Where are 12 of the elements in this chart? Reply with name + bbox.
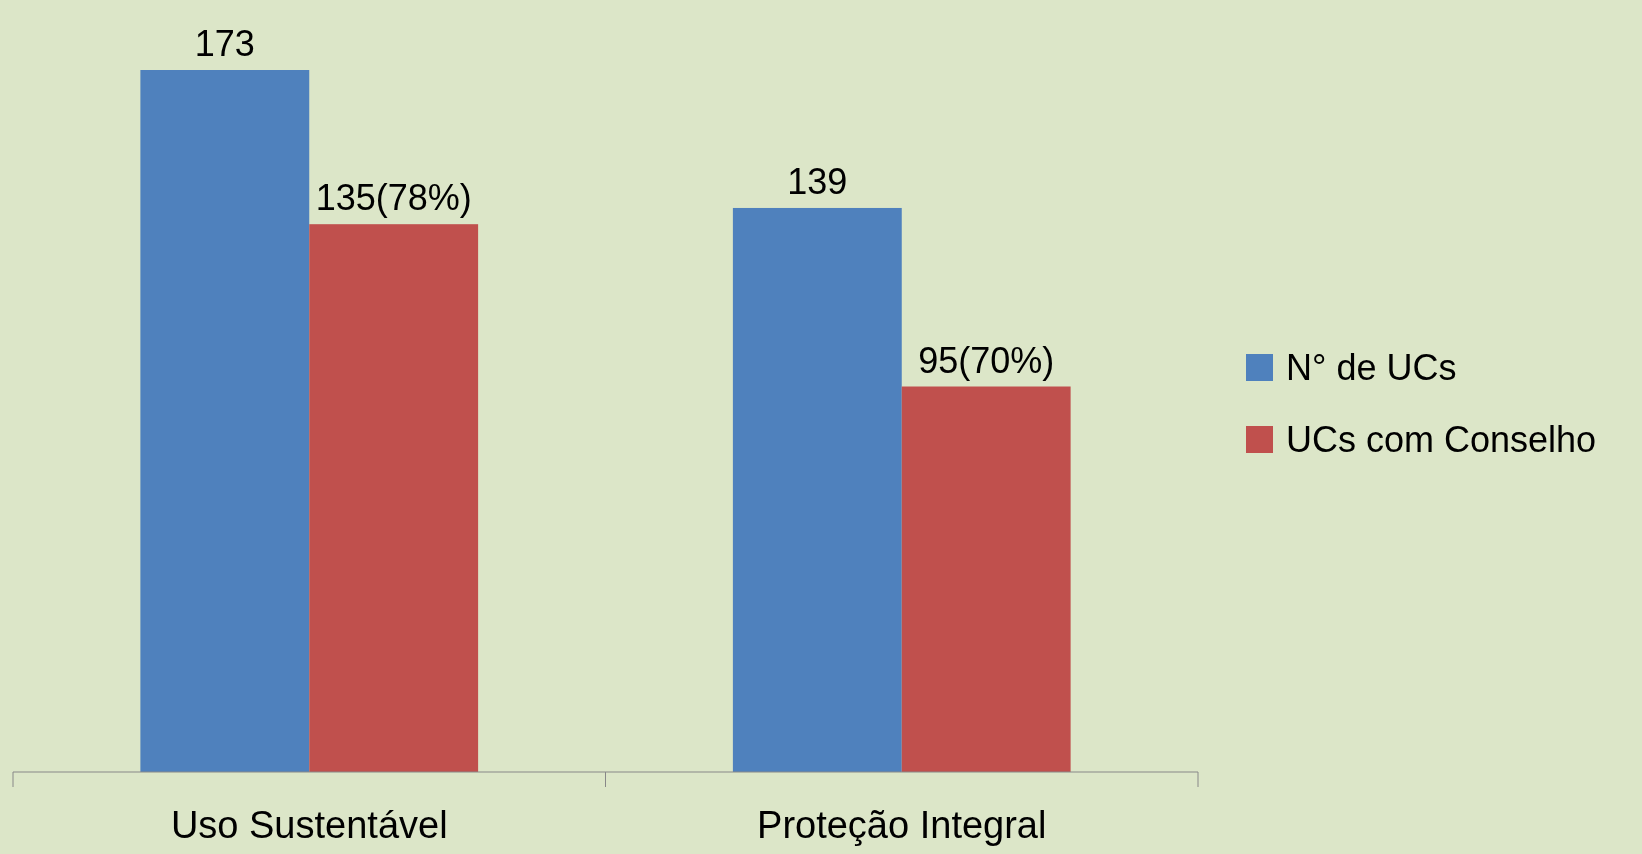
legend-label: UCs com Conselho xyxy=(1286,419,1597,460)
bar xyxy=(309,224,479,772)
legend-label: N° de UCs xyxy=(1286,347,1457,388)
bar xyxy=(140,70,310,772)
data-label: 95(70%) xyxy=(918,339,1055,381)
bar xyxy=(901,386,1071,772)
bar xyxy=(732,207,902,772)
x-tick-label: Proteção Integral xyxy=(757,804,1047,846)
x-tick-label: Uso Sustentável xyxy=(170,804,448,846)
data-label: 135(78%) xyxy=(315,177,472,219)
data-label: 139 xyxy=(787,160,848,202)
data-label: 173 xyxy=(194,23,255,64)
